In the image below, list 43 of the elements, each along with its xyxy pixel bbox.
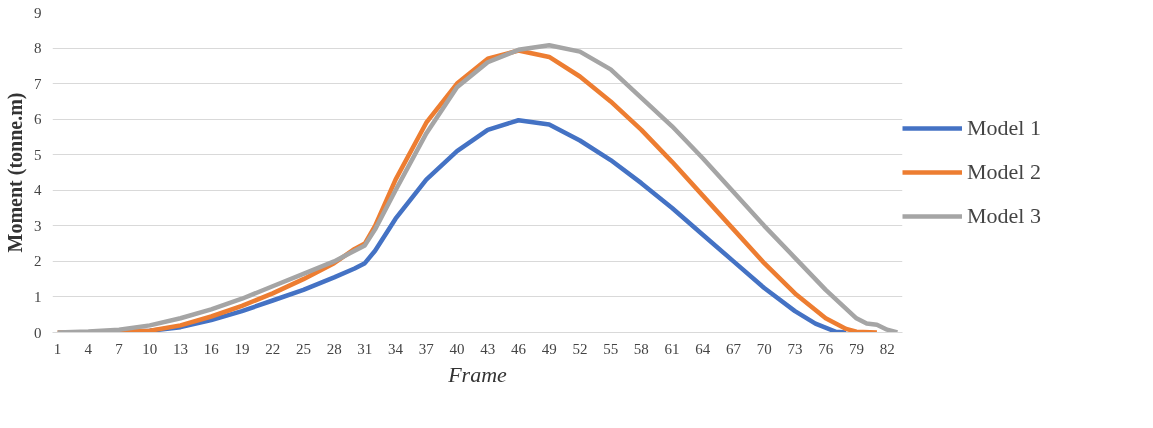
x-tick-label: 40: [449, 340, 465, 357]
x-tick-label: 16: [203, 340, 220, 357]
x-tick-label: 4: [84, 340, 93, 357]
y-tick-label: 0: [34, 324, 42, 341]
x-tick-label: 7: [115, 340, 124, 357]
x-tick-label: 67: [726, 340, 742, 357]
x-tick-label: 79: [848, 340, 864, 357]
x-tick-label: 70: [756, 340, 772, 357]
x-tick-label: 43: [480, 340, 496, 357]
x-tick-label: 22: [265, 340, 281, 357]
y-tick-label: 6: [34, 111, 42, 128]
x-tick-label: 31: [357, 340, 373, 357]
x-tick-label: 19: [234, 340, 250, 357]
x-tick-label: 1: [53, 340, 62, 357]
y-tick-label: 3: [34, 217, 42, 234]
x-tick-label: 34: [388, 340, 404, 357]
y-axis-title: Moment (tonne.m): [4, 92, 27, 253]
y-tick-label: 5: [34, 146, 42, 163]
x-tick-label: 10: [142, 340, 158, 357]
y-tick-label: 9: [34, 4, 42, 21]
x-tick-label: 82: [879, 340, 895, 357]
legend-label: Model 2: [967, 159, 1041, 185]
x-tick-label: 49: [541, 340, 557, 357]
x-tick-label: 61: [664, 340, 680, 357]
x-tick-label: 64: [695, 340, 711, 357]
x-tick-label: 58: [633, 340, 649, 357]
x-tick-label: 28: [326, 340, 342, 357]
x-tick-label: 55: [603, 340, 619, 357]
x-tick-label: 13: [173, 340, 189, 357]
legend-label: Model 1: [967, 115, 1041, 141]
x-tick-label: 76: [818, 340, 834, 357]
y-tick-label: 4: [34, 182, 42, 199]
x-tick-label: 73: [787, 340, 803, 357]
x-tick-label: 46: [510, 340, 527, 357]
y-tick-label: 2: [34, 253, 42, 270]
y-tick-label: 1: [34, 288, 42, 305]
x-tick-label: 52: [572, 340, 588, 357]
legend-label: Model 3: [967, 203, 1041, 229]
x-axis-title: Frame: [447, 361, 508, 387]
x-tick-label: 37: [418, 340, 435, 357]
y-tick-label: 7: [34, 75, 42, 92]
y-tick-label: 8: [34, 40, 42, 57]
x-tick-label: 25: [295, 340, 311, 357]
